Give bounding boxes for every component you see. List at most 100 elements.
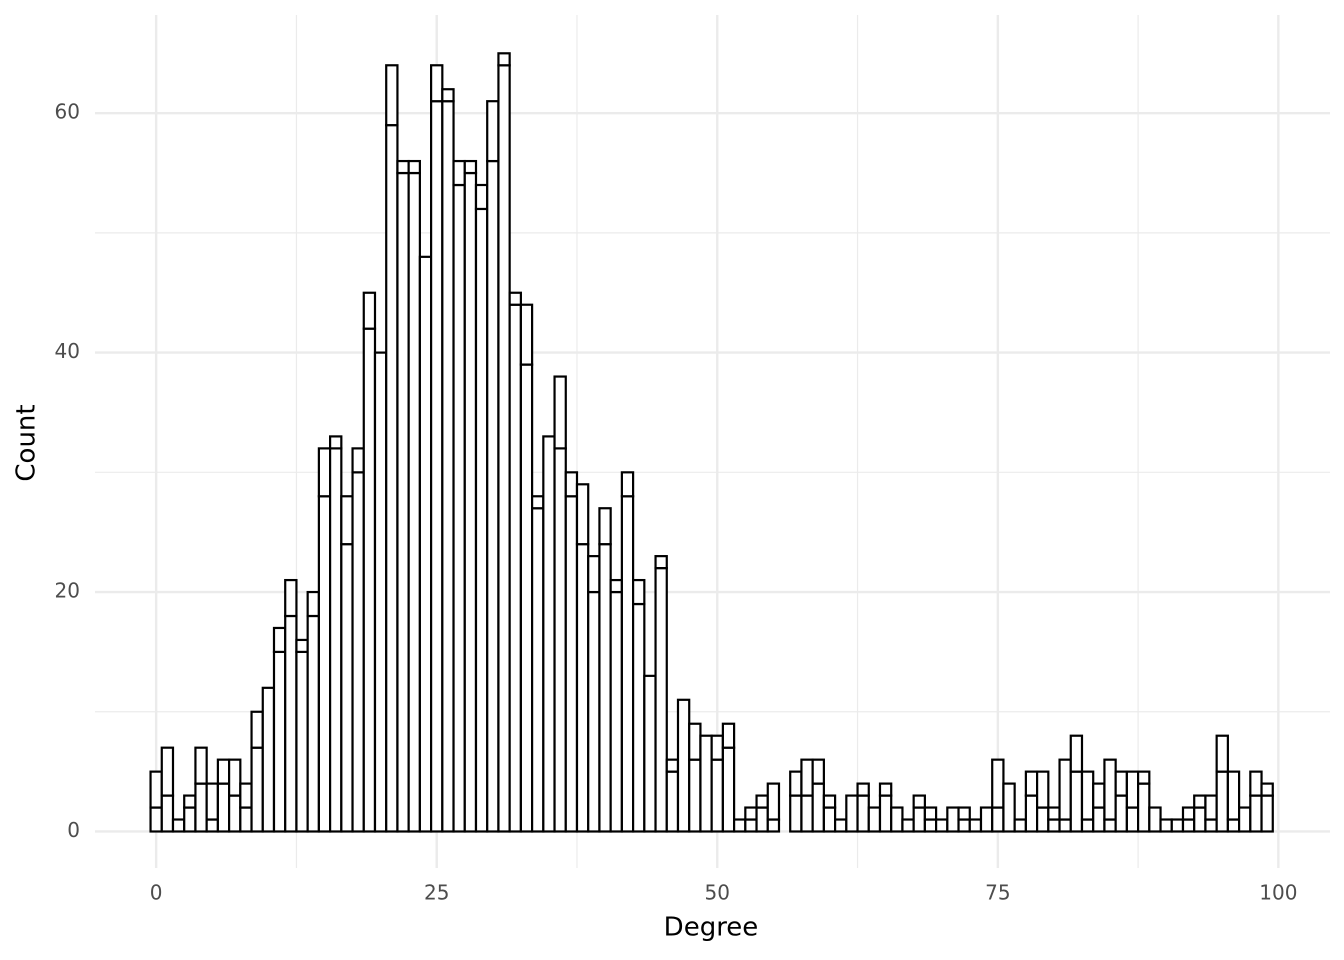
histogram-bar xyxy=(362,327,377,833)
histogram-bar xyxy=(1013,818,1027,833)
histogram-bar xyxy=(1125,770,1140,809)
histogram-bar xyxy=(755,806,769,833)
histogram-bar xyxy=(216,758,231,785)
histogram-bar xyxy=(744,818,758,833)
histogram-bar xyxy=(284,614,298,833)
histogram-bar xyxy=(979,806,994,833)
histogram-bar xyxy=(508,291,522,306)
histogram-bar xyxy=(1260,794,1274,833)
histogram-bar xyxy=(407,171,421,833)
histogram-bar xyxy=(1080,770,1095,821)
histogram-bar xyxy=(183,794,197,809)
histogram-bar xyxy=(194,746,208,785)
histogram-bar xyxy=(1114,794,1128,833)
histogram-bar xyxy=(1148,806,1162,833)
histogram-bar xyxy=(216,782,231,833)
histogram-bar xyxy=(957,818,971,833)
histogram-bar xyxy=(688,722,702,761)
histogram-bar xyxy=(1204,794,1218,821)
histogram-bar xyxy=(474,183,489,211)
histogram-bar xyxy=(598,543,612,833)
histogram-bar xyxy=(800,758,814,797)
histogram-bar xyxy=(968,818,983,833)
histogram-bar xyxy=(329,435,343,450)
y-tick-label: 20 xyxy=(55,579,80,603)
histogram-bar xyxy=(710,734,724,761)
histogram-bar xyxy=(587,590,601,833)
histogram-bar xyxy=(935,818,949,833)
histogram-bar xyxy=(1047,806,1061,821)
histogram-bar xyxy=(1080,818,1095,833)
histogram-bar xyxy=(811,758,825,785)
histogram-bar xyxy=(721,746,736,833)
histogram-bar xyxy=(699,734,713,833)
histogram-bar xyxy=(856,782,870,797)
histogram-bar xyxy=(1092,782,1106,809)
histogram-bar xyxy=(1181,818,1196,833)
histogram-bar xyxy=(564,495,579,833)
histogram-bar xyxy=(609,578,623,594)
histogram-bar xyxy=(452,159,466,187)
histogram-bar xyxy=(239,806,253,833)
histogram-bar xyxy=(329,447,343,833)
x-tick-label: 50 xyxy=(705,881,730,905)
histogram-bar xyxy=(845,794,859,833)
histogram-bar xyxy=(1226,818,1241,833)
x-tick-label: 25 xyxy=(424,881,449,905)
histogram-bar xyxy=(1137,770,1151,785)
histogram-bar xyxy=(284,578,298,618)
histogram-bar xyxy=(351,447,365,474)
histogram-bar xyxy=(710,758,724,833)
histogram-bar xyxy=(1058,758,1072,821)
histogram-bar xyxy=(643,674,657,833)
histogram-bar xyxy=(1226,770,1241,821)
histogram-bar xyxy=(923,806,938,821)
histogram-bar xyxy=(486,100,500,163)
y-axis-title: Count xyxy=(12,404,42,481)
histogram-bar xyxy=(396,159,410,175)
histogram-bar xyxy=(1103,758,1117,821)
histogram-bar xyxy=(317,495,332,833)
histogram-bar xyxy=(183,806,197,833)
histogram-bar xyxy=(407,159,421,175)
histogram-bar xyxy=(1260,782,1274,797)
histogram-bar xyxy=(396,171,410,833)
histogram-bar xyxy=(688,758,702,833)
histogram-bar xyxy=(1002,782,1016,833)
histogram-bar xyxy=(665,770,680,833)
histogram-bar xyxy=(598,507,612,546)
histogram-bar xyxy=(1058,818,1072,833)
histogram-bar xyxy=(1249,794,1263,833)
histogram-bar xyxy=(295,638,309,654)
histogram-bar xyxy=(430,100,444,833)
histogram-bar xyxy=(1047,818,1061,833)
histogram-bar xyxy=(800,794,814,833)
histogram-bar xyxy=(856,794,870,833)
histogram-bar xyxy=(1238,806,1252,833)
histogram-bar xyxy=(171,818,186,833)
histogram-bar xyxy=(295,650,309,833)
y-tick-label: 60 xyxy=(55,100,80,124)
histogram-bar xyxy=(789,794,803,833)
histogram-bar xyxy=(912,806,926,833)
histogram-bar xyxy=(564,471,579,498)
histogram-bar xyxy=(744,806,758,821)
histogram-bar xyxy=(1092,806,1106,833)
histogram-bar xyxy=(890,806,904,833)
histogram-bar xyxy=(1024,794,1039,833)
histogram-bar xyxy=(194,782,208,833)
histogram-bar xyxy=(822,794,837,809)
histogram-bar xyxy=(946,806,960,833)
histogram-bar xyxy=(463,159,478,175)
histogram-bar xyxy=(497,52,511,67)
histogram-bar xyxy=(441,100,455,833)
histogram-bar xyxy=(733,818,747,833)
histogram-bar xyxy=(620,471,635,498)
histogram-bar xyxy=(205,818,219,833)
histogram-bar xyxy=(1193,806,1207,833)
x-axis-title: Degree xyxy=(664,913,759,943)
histogram-bar xyxy=(228,794,242,833)
x-tick-label: 0 xyxy=(150,881,163,905)
histogram-bar xyxy=(676,698,691,833)
